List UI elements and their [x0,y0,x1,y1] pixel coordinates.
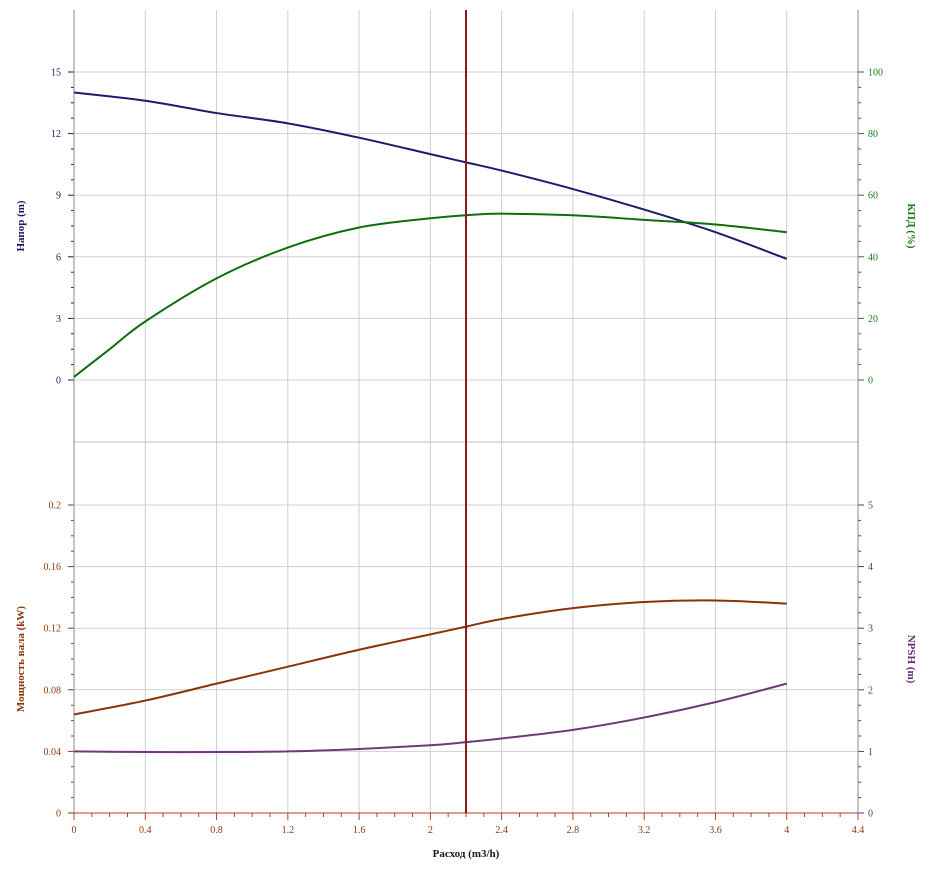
left-axis-tick-label: 0.08 [44,685,62,696]
x-axis-tick-label: 2.8 [567,825,580,836]
right-axis-tick-label: 0 [868,809,873,820]
left-axis-tick-label: 0.16 [44,562,62,573]
right-axis-tick-label: 5 [868,501,873,512]
x-axis-tick-label: 4 [784,825,789,836]
left-axis-title: Мощность вала (kW) [15,606,27,712]
right-axis-title: NPSH (m) [905,635,917,684]
series-line [73,91,788,260]
left-axis-tick-label: 0.2 [49,501,62,512]
x-axis-tick-label: 3.2 [638,825,651,836]
left-axis-tick-label: 6 [56,252,61,263]
right-axis-tick-label: 100 [868,68,883,79]
left-axis-tick-label: 0.12 [44,624,62,635]
left-axis-tick-label: 9 [56,191,61,202]
right-axis-tick-label: 20 [868,314,878,325]
x-axis-tick-label: 2.4 [495,825,508,836]
x-axis-tick-label: 0 [72,825,77,836]
series-line [73,682,787,754]
x-axis-tick-label: 1.2 [282,825,295,836]
left-axis-title: Напор (m) [15,200,27,251]
x-axis-tick-label: 4.4 [852,825,865,836]
x-axis-tick-label: 0.4 [139,825,152,836]
right-axis-title: КПД (%) [905,203,917,249]
right-axis-tick-label: 40 [868,252,878,263]
left-axis-tick-label: 0 [56,376,61,387]
left-axis-tick-label: 12 [51,129,61,140]
right-axis-tick-label: 0 [868,376,873,387]
series-line [73,599,787,716]
left-axis-tick-label: 15 [51,68,61,79]
left-axis-tick-label: 0.04 [44,747,62,758]
series-line [73,212,787,378]
right-axis-tick-label: 60 [868,191,878,202]
right-axis-tick-label: 2 [868,685,873,696]
right-axis-tick-label: 1 [868,747,873,758]
x-axis-tick-label: 1.6 [353,825,366,836]
right-axis-tick-label: 80 [868,129,878,140]
left-axis-tick-label: 0 [56,809,61,820]
right-axis-tick-label: 4 [868,562,873,573]
right-axis-tick-label: 3 [868,624,873,635]
left-axis-tick-label: 3 [56,314,61,325]
x-axis-tick-label: 0.8 [210,825,223,836]
x-axis-tick-label: 3.6 [709,825,722,836]
x-axis-tick-label: 2 [428,825,433,836]
series [73,91,788,754]
x-axis-title: Расход (m3/h) [433,848,500,860]
